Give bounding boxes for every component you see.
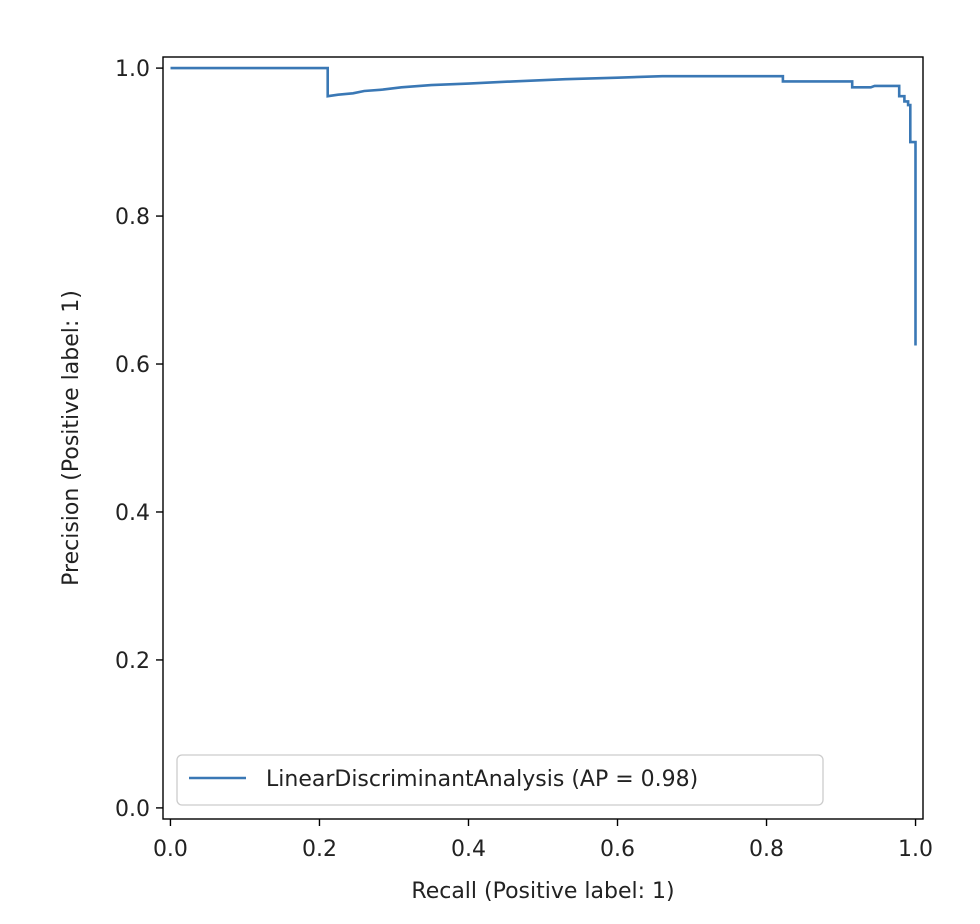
x-tick-label: 0.2 [302, 837, 337, 862]
y-tick-label: 0.2 [115, 649, 150, 674]
x-tick-label: 0.0 [153, 837, 188, 862]
y-axis-label: Precision (Positive label: 1) [59, 290, 84, 586]
x-axis-ticks: 0.0 0.2 0.4 0.6 0.8 1.0 [153, 819, 933, 862]
x-tick-label: 0.4 [451, 837, 486, 862]
x-tick-label: 0.8 [749, 837, 784, 862]
plot-area [163, 57, 923, 819]
plot-frame [162, 56, 924, 820]
legend-label: LinearDiscriminantAnalysis (AP = 0.98) [266, 767, 698, 792]
series-line-0 [170, 66, 917, 346]
x-tick-label: 0.6 [600, 837, 635, 862]
x-tick-label: 1.0 [898, 837, 933, 862]
y-tick-label: 1.0 [115, 57, 150, 82]
y-axis-ticks: 0.0 0.2 0.4 0.6 0.8 1.0 [115, 57, 163, 822]
legend: LinearDiscriminantAnalysis (AP = 0.98) [176, 754, 824, 806]
x-axis-label: Recall (Positive label: 1) [411, 879, 674, 904]
legend-box [176, 754, 824, 806]
y-tick-label: 0.8 [115, 205, 150, 230]
y-tick-label: 0.6 [115, 353, 150, 378]
y-tick-label: 0.4 [115, 501, 150, 526]
y-tick-label: 0.0 [115, 797, 150, 822]
